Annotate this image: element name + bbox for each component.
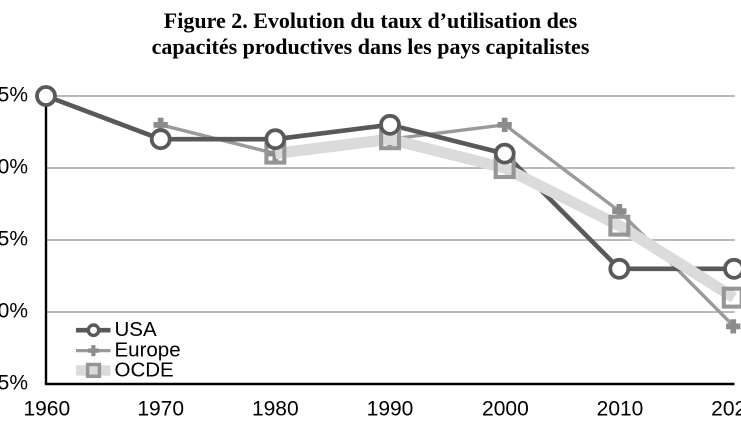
svg-text:2010: 2010: [597, 397, 644, 420]
svg-text:75%: 75%: [0, 227, 28, 250]
svg-text:1990: 1990: [367, 397, 414, 420]
svg-text:80%: 80%: [0, 155, 28, 178]
svg-text:Europe: Europe: [115, 339, 181, 362]
svg-text:1960: 1960: [23, 397, 70, 420]
svg-text:70%: 70%: [0, 299, 28, 322]
svg-text:65%: 65%: [0, 371, 28, 394]
svg-text:2020: 2020: [711, 397, 741, 420]
svg-text:USA: USA: [115, 318, 157, 341]
svg-text:85%: 85%: [0, 83, 28, 106]
svg-text:1980: 1980: [252, 397, 299, 420]
svg-text:2000: 2000: [482, 397, 529, 420]
svg-text:OCDE: OCDE: [115, 358, 174, 381]
svg-text:1970: 1970: [137, 397, 184, 420]
